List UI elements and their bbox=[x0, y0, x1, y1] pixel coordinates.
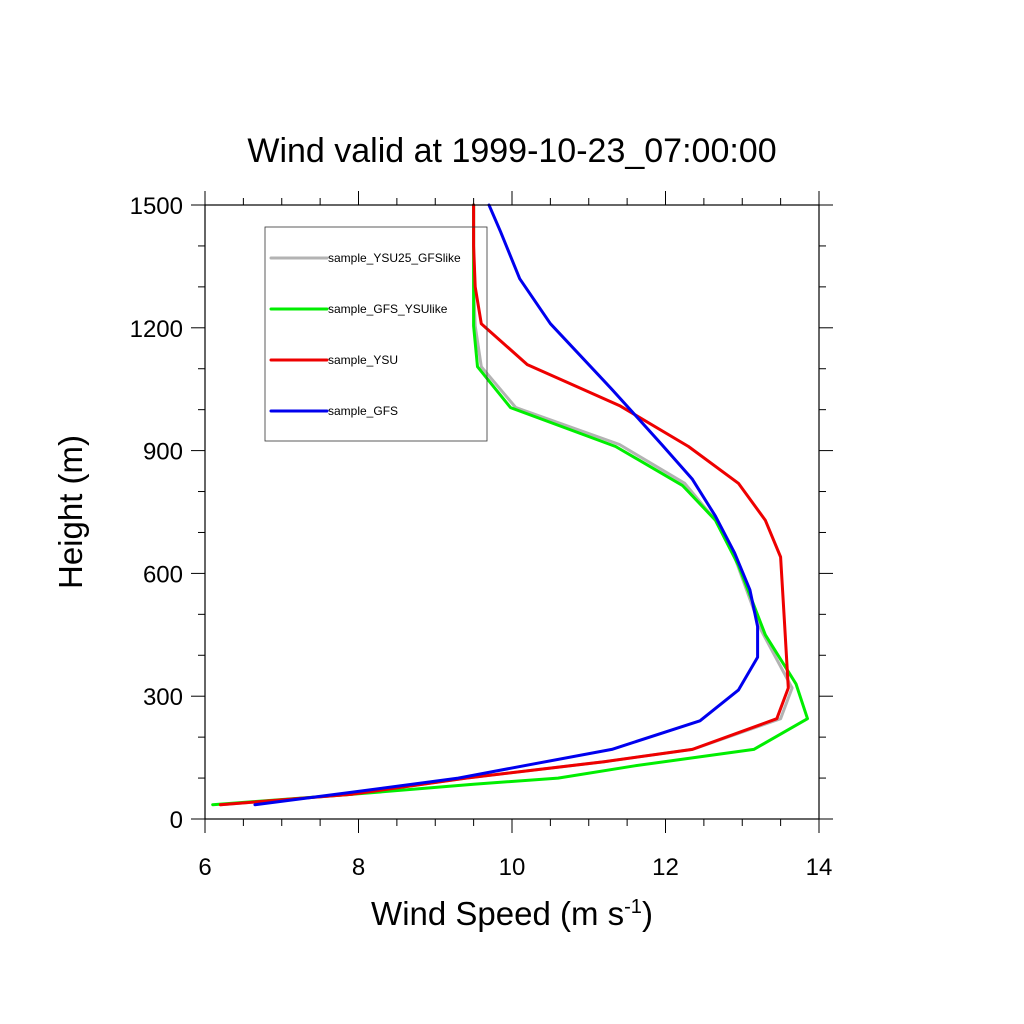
x-tick-label: 6 bbox=[198, 854, 211, 881]
y-tick-label: 1200 bbox=[130, 316, 183, 343]
x-tick-label: 8 bbox=[352, 854, 365, 881]
legend: sample_YSU25_GFSlike sample_GFS_YSUlikesa… bbox=[264, 226, 488, 442]
x-axis-title: Wind Speed (m s-1) bbox=[371, 895, 653, 932]
series-line-sample_YSU bbox=[218, 203, 790, 807]
x-tick-label: 12 bbox=[652, 854, 679, 881]
y-tick-label: 1500 bbox=[130, 193, 183, 220]
chart-title: Wind valid at 1999-10-23_07:00:00 bbox=[247, 132, 776, 170]
legend-label: sample_YSU bbox=[328, 353, 398, 367]
series-lines bbox=[211, 203, 809, 807]
x-tick-label: 10 bbox=[499, 854, 526, 881]
legend-box bbox=[264, 226, 488, 442]
series-line-sample_GFS bbox=[253, 203, 760, 807]
x-axis-title-suffix: ) bbox=[642, 895, 653, 932]
y-axis-title: Height (m) bbox=[52, 435, 89, 589]
legend-label: sample_GFS_YSUlike bbox=[328, 302, 448, 316]
legend-label: sample_GFS bbox=[328, 404, 398, 418]
x-tick-label: 14 bbox=[806, 854, 833, 881]
y-tick-label: 600 bbox=[143, 561, 183, 588]
axis-ticks: 6 8 10 12 14 0 300 600 900 1200 1500 bbox=[130, 191, 833, 881]
x-axis-title-superscript: -1 bbox=[624, 896, 642, 918]
x-axis-title-main: Wind Speed (m s bbox=[371, 895, 624, 932]
y-tick-label: 300 bbox=[143, 684, 183, 711]
plot-frame bbox=[204, 204, 820, 820]
y-tick-label: 900 bbox=[143, 439, 183, 466]
legend-label: sample_YSU25_GFSlike bbox=[328, 251, 461, 265]
y-tick-label: 0 bbox=[170, 807, 183, 834]
series-line-sample_GFS_YSUlike bbox=[211, 203, 809, 807]
